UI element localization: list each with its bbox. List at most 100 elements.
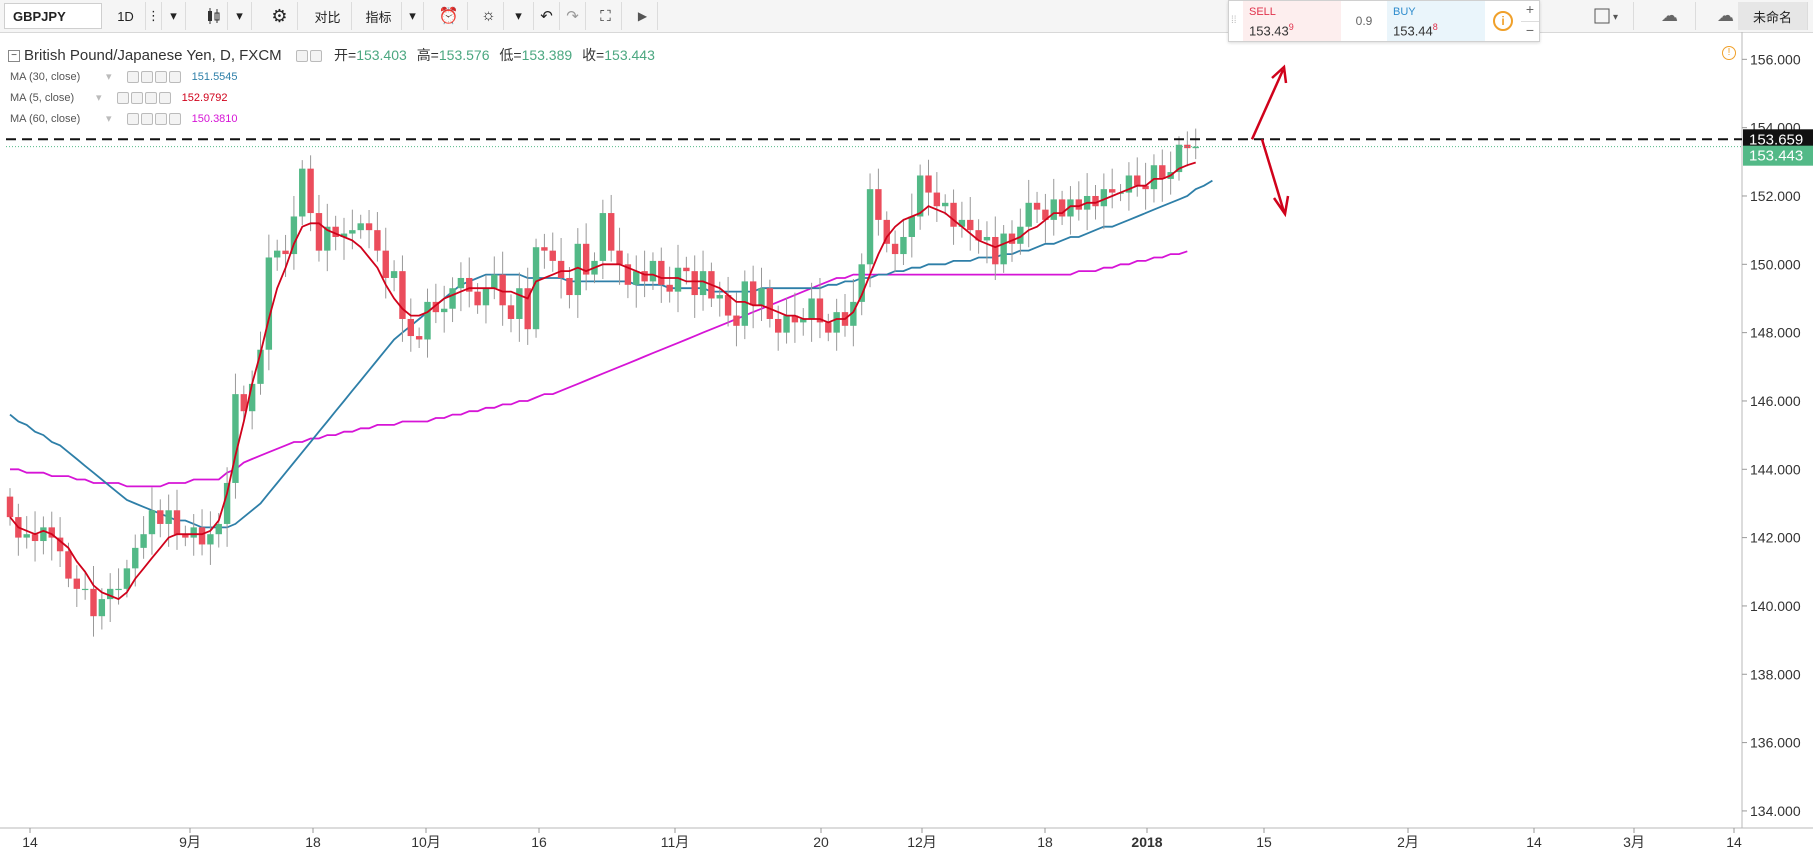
layout-icon[interactable]: ▾ <box>1580 2 1634 30</box>
candle-body <box>182 534 189 538</box>
candle-body <box>524 288 531 330</box>
chevron-down-icon[interactable]: ▾ <box>162 2 186 30</box>
candle-body <box>674 267 682 292</box>
x-tick-label: 9月 <box>179 834 201 850</box>
candle-body <box>40 527 47 542</box>
candle-body <box>390 271 398 278</box>
ma5-value: 152.9792 <box>181 92 228 104</box>
x-tick-label: 2018 <box>1131 834 1162 850</box>
candle-body <box>741 281 748 326</box>
sell-button[interactable]: SELL 153.439 <box>1243 1 1341 41</box>
candle-body <box>933 192 941 207</box>
symbol-input[interactable]: GBPJPY <box>4 3 102 29</box>
candle-body <box>257 349 264 384</box>
y-tick-label: 142.000 <box>1750 530 1801 546</box>
cloud-download-icon[interactable]: ☁ <box>1644 2 1696 30</box>
candle-body <box>324 226 331 251</box>
candles-icon[interactable] <box>198 2 228 30</box>
candle-body <box>499 274 506 306</box>
candle-body <box>699 271 707 296</box>
candle-body <box>357 223 364 231</box>
x-tick-label: 3月 <box>1623 834 1645 850</box>
y-tick-label: 138.000 <box>1750 666 1801 682</box>
y-tick-label: 144.000 <box>1750 461 1801 477</box>
play-icon[interactable]: ▶ <box>628 2 658 30</box>
candle-body <box>190 527 197 538</box>
x-tick-label: 20 <box>813 834 829 850</box>
resistance-label: 153.659 <box>1749 131 1803 148</box>
candle-body <box>441 308 448 313</box>
candle-body <box>157 510 164 524</box>
candle-body <box>983 236 991 241</box>
ma30-legend[interactable]: MA (30, close) ▾ 151.5545 <box>10 71 238 84</box>
info-icon[interactable]: i <box>1493 11 1513 31</box>
candle-body <box>215 523 222 535</box>
y-tick-label: 136.000 <box>1750 735 1801 751</box>
candle-body <box>683 267 690 272</box>
candle-body <box>382 250 389 278</box>
chart-title: British Pound/Japanese Yen, D, FXCM <box>24 47 282 64</box>
fullscreen-icon[interactable]: ⛶ <box>590 2 622 30</box>
candle-body <box>73 578 80 589</box>
candle-body <box>207 534 214 545</box>
candle-body <box>374 230 381 251</box>
candle-body <box>31 534 39 542</box>
candle-body <box>232 394 239 483</box>
candle-body <box>290 216 298 255</box>
ma60-legend[interactable]: MA (60, close) ▾ 150.3810 <box>10 113 238 126</box>
candle-body <box>925 175 932 193</box>
buy-button[interactable]: BUY 153.448 <box>1387 1 1485 41</box>
candle-body <box>875 189 882 220</box>
candle-body <box>48 527 55 538</box>
redo-icon[interactable]: ↷ <box>560 2 586 30</box>
candle-body <box>816 298 824 323</box>
ideas-dropdown-icon[interactable]: ▾ <box>504 2 534 30</box>
candle-body <box>599 213 607 261</box>
gear-icon[interactable]: ⚙ <box>262 2 298 30</box>
interval-button[interactable]: 1D <box>106 2 146 30</box>
candle-body <box>140 534 147 548</box>
ohlc-readout: 开=153.403 高=153.576 低=153.389 收=153.443 <box>334 47 655 63</box>
x-tick-label: 12月 <box>907 834 937 850</box>
candle-body <box>1184 144 1191 149</box>
drag-handle-icon[interactable]: ⁞⁞ <box>1231 15 1237 26</box>
price-axis[interactable]: 134.000 136.000 138.000 140.000 142.000 144.0… <box>1742 51 1813 819</box>
candle-body <box>365 223 373 231</box>
indicators-dropdown-icon[interactable]: ▾ <box>402 2 424 30</box>
candle-body <box>532 247 540 330</box>
legend-settings-icon[interactable] <box>295 47 324 64</box>
alarm-add-icon[interactable]: ⏰ <box>430 2 468 30</box>
price-chart[interactable]: 134.000 136.000 138.000 140.000 142.000 144.0… <box>0 32 1813 853</box>
candle-body <box>240 394 247 412</box>
time-axis[interactable]: 14 9月 18 10月 16 11月 20 12月 18 2018 15 2月 14 3月 14 <box>22 828 1742 850</box>
candle-body <box>791 315 799 323</box>
ma5-legend[interactable]: MA (5, close) ▾ 152.9792 <box>10 92 228 105</box>
candle-body <box>1067 199 1074 217</box>
y-tick-label: 146.000 <box>1750 393 1801 409</box>
sell-price: 153.439 <box>1249 22 1294 39</box>
candle-body <box>766 288 774 319</box>
compare-button[interactable]: 对比 <box>304 2 352 30</box>
indicators-button[interactable]: 指标 <box>356 2 402 30</box>
lightbulb-icon[interactable]: ☼ <box>474 2 504 30</box>
x-tick-label: 18 <box>305 834 321 850</box>
unnamed-layout-button[interactable]: 未命名 <box>1738 2 1808 30</box>
candle-body <box>608 213 615 251</box>
candle-body <box>1109 189 1116 193</box>
warning-icon[interactable]: ! <box>1722 46 1736 60</box>
candle-body <box>332 226 339 237</box>
undo-icon[interactable]: ↶ <box>534 2 560 30</box>
candle-body <box>90 588 97 617</box>
candle-body <box>833 312 840 333</box>
minus-icon[interactable]: − <box>1525 22 1535 38</box>
chart-legend: − British Pound/Japanese Yen, D, FXCM 开=1… <box>8 45 655 65</box>
x-tick-label: 15 <box>1256 834 1272 850</box>
sell-label: SELL <box>1249 6 1276 18</box>
more-intervals-icon[interactable]: ⋮ <box>146 2 162 30</box>
collapse-legend-icon[interactable]: − <box>8 50 20 63</box>
plus-icon[interactable]: + <box>1521 1 1539 22</box>
candle-body <box>1134 175 1141 186</box>
down-arrow-shaft <box>1260 138 1286 213</box>
chart-type-dropdown-icon[interactable]: ▾ <box>228 2 252 30</box>
candle-body <box>549 250 556 261</box>
